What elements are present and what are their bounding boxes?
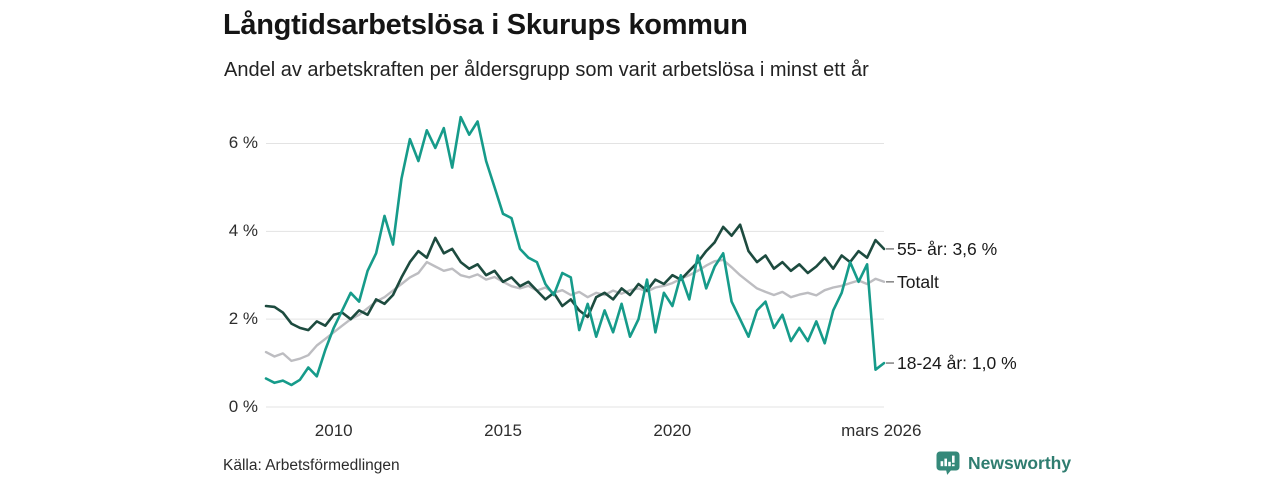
chart-subtitle: Andel av arbetskraften per åldersgrupp s… — [224, 59, 869, 81]
series-end-label-55--år: 55- år: 3,6 % — [897, 238, 998, 259]
series-line-Totalt — [264, 258, 886, 363]
x-axis-tick-label: mars 2026 — [841, 421, 922, 440]
y-axis-tick-label: 6 % — [228, 133, 258, 153]
brand-logo: Newsworthy — [935, 450, 1071, 476]
x-axis-tick-label: 2015 — [484, 421, 522, 440]
source-note: Källa: Arbetsförmedlingen — [223, 457, 400, 474]
series-end-label-18-24-år: 18-24 år: 1,0 % — [897, 353, 1017, 374]
y-axis-tick-label: 0 % — [228, 397, 258, 416]
newsworthy-speech-bubble-chart-icon — [936, 451, 960, 475]
y-axis-tick-label: 4 % — [228, 221, 258, 241]
series-end-label-Totalt: Totalt — [897, 271, 939, 292]
brand-name: Newsworthy — [968, 452, 1072, 473]
page-title: Långtidsarbetslösa i Skurups kommun — [223, 9, 748, 41]
y-axis-tick-label: 2 % — [228, 309, 258, 329]
x-axis-tick-label: 2020 — [653, 421, 692, 440]
series-line-18-24-år — [264, 115, 886, 387]
x-axis-tick-label: 2010 — [314, 421, 353, 440]
